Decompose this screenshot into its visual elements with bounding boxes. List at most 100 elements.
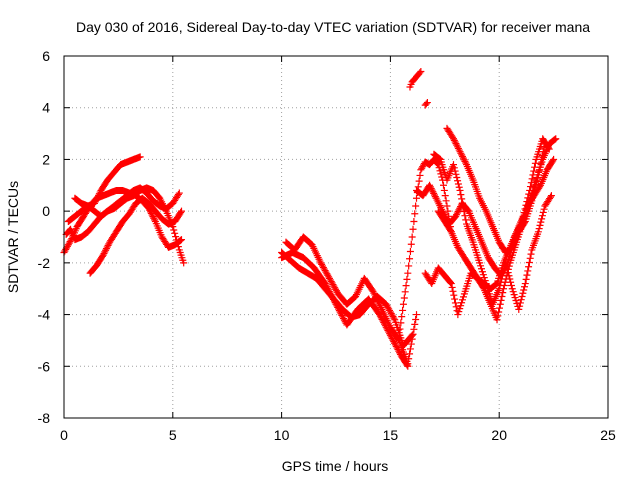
data-point [526, 254, 534, 262]
data-point [516, 299, 524, 307]
data-point [453, 141, 461, 149]
plot-frame [63, 55, 609, 419]
data-point [460, 207, 468, 215]
data-point [396, 349, 404, 357]
data-point [450, 136, 458, 144]
y-tick-label: 2 [42, 151, 50, 167]
data-point [459, 296, 467, 304]
data-point [537, 218, 545, 226]
y-tick-label: -6 [38, 358, 51, 374]
data-point [331, 299, 339, 307]
data-point [173, 239, 181, 247]
data-point [457, 149, 465, 157]
data-point [104, 241, 112, 249]
data-point [436, 167, 444, 175]
data-point [178, 207, 186, 215]
data-point [442, 197, 450, 205]
y-tick-label: 4 [42, 100, 50, 116]
data-point [415, 177, 423, 185]
data-point [458, 153, 466, 161]
x-tick-label: 0 [60, 427, 68, 443]
y-tick-label: 6 [42, 48, 50, 64]
data-point [531, 184, 539, 192]
data-point [549, 157, 557, 165]
data-point [149, 213, 157, 221]
data-point [397, 319, 405, 327]
data-point [517, 296, 525, 304]
data-point [480, 274, 488, 282]
data-point [538, 212, 546, 220]
data-point [515, 305, 523, 313]
data-point [410, 325, 418, 333]
data-point [529, 171, 537, 179]
data-point [381, 322, 389, 330]
data-point [454, 180, 462, 188]
data-point [520, 286, 528, 294]
data-point [502, 275, 510, 283]
data-point [456, 186, 464, 194]
data-point [534, 174, 542, 182]
data-point [521, 205, 529, 213]
data-point [521, 280, 529, 288]
data-point [174, 243, 182, 251]
y-tick-label: -8 [38, 410, 51, 426]
data-point [376, 311, 384, 319]
data-point [173, 236, 181, 244]
data-point [456, 204, 464, 212]
data-point [493, 316, 501, 324]
data-point [547, 192, 555, 200]
data-point [525, 259, 533, 267]
data-point [411, 210, 419, 218]
data-point [177, 208, 185, 216]
data-point [416, 69, 424, 77]
data-point [451, 167, 459, 175]
data-point [510, 291, 518, 299]
data-point [378, 315, 386, 323]
data-point [524, 194, 532, 202]
data-point [411, 320, 419, 328]
data-point [329, 294, 337, 302]
series-s9 [395, 155, 455, 339]
data-point [406, 345, 414, 353]
data-point [496, 300, 504, 308]
data-point [323, 283, 331, 291]
data-point [451, 299, 459, 307]
data-point [339, 313, 347, 321]
series-s8 [278, 249, 412, 370]
data-point [551, 135, 559, 143]
data-point [522, 275, 530, 283]
data-point [147, 209, 155, 217]
data-point [528, 197, 536, 205]
data-point [535, 225, 543, 233]
data-point [407, 240, 415, 248]
data-point [479, 271, 487, 279]
data-point [460, 156, 468, 164]
data-point [136, 153, 144, 161]
data-point [409, 330, 417, 338]
data-point [455, 146, 463, 154]
data-point [452, 170, 460, 178]
data-point [454, 207, 462, 215]
data-point [146, 206, 154, 214]
data-point [478, 268, 486, 276]
data-point [393, 344, 401, 352]
data-point [533, 177, 541, 185]
data-point [382, 323, 390, 331]
data-point [327, 291, 335, 299]
data-point [340, 316, 348, 324]
data-point [430, 191, 438, 199]
data-point [426, 181, 434, 189]
data-point [180, 259, 188, 267]
series-s16 [434, 135, 553, 293]
series-s2 [71, 153, 144, 210]
data-point [455, 206, 463, 214]
data-point [324, 284, 332, 292]
data-point [413, 194, 421, 202]
data-point [389, 336, 397, 344]
x-tick-label: 15 [383, 427, 399, 443]
data-point [335, 307, 343, 315]
data-point [439, 181, 447, 189]
data-point [324, 286, 332, 294]
data-point [455, 183, 463, 191]
data-point [451, 295, 459, 303]
